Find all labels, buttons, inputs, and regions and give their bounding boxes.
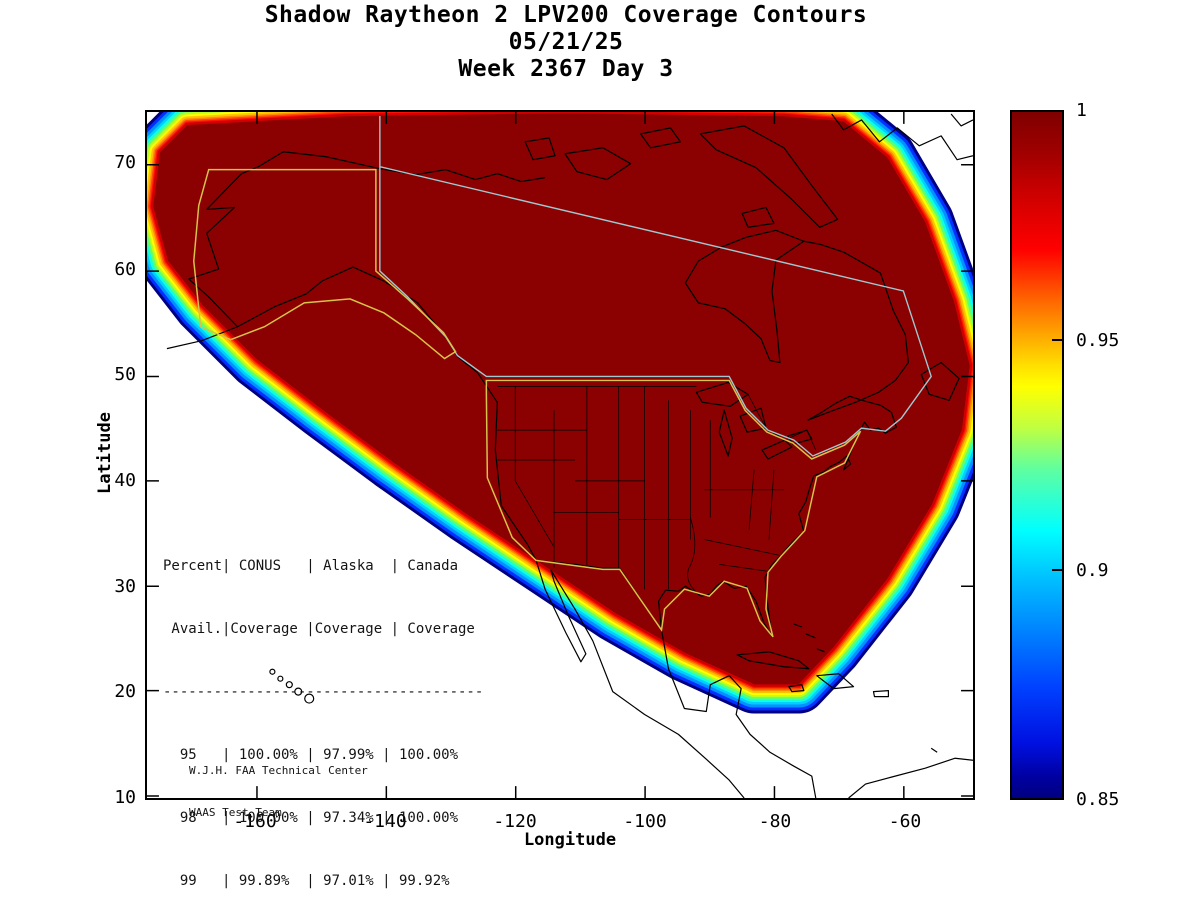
axis-ticks xyxy=(147,112,973,798)
coverage-map xyxy=(147,112,973,798)
x-tick--140: -140 xyxy=(363,811,407,832)
y-tick-10: 10 xyxy=(114,787,136,808)
credit-line: WAAS Test Team xyxy=(189,806,282,819)
hawaii-islands xyxy=(269,668,315,704)
y-tick-60: 60 xyxy=(114,259,136,280)
colorbar-tick-0.9: 0.9 xyxy=(1076,560,1109,581)
colorbar xyxy=(1010,110,1064,800)
x-tick--120: -120 xyxy=(493,811,537,832)
x-axis-label: Longitude xyxy=(523,830,617,850)
table-header-row: Percent| CONUS | Alaska | Canada xyxy=(163,558,459,574)
state-borders-layer xyxy=(497,386,817,597)
service-volume-conus-outline xyxy=(485,379,862,638)
colorbar-tick-0.95: 0.95 xyxy=(1076,330,1120,351)
colorbar-tick-1: 1 xyxy=(1076,100,1087,121)
figure-title: Shadow Raytheon 2 LPV200 Coverage Contou… xyxy=(264,2,868,28)
table-row: 98 | 100.00% | 97.34% | 100.00% xyxy=(163,810,459,826)
x-tick--160: -160 xyxy=(233,811,277,832)
y-tick-30: 30 xyxy=(114,576,136,597)
figure-week-day: Week 2367 Day 3 xyxy=(458,56,674,82)
table-separator: -------------------------------------- xyxy=(163,684,484,700)
colorbar-tick-0.85: 0.85 xyxy=(1076,789,1120,810)
y-tick-40: 40 xyxy=(114,470,136,491)
colorbar-tick-mark xyxy=(1052,569,1062,571)
y-axis-label: Latitude xyxy=(95,412,115,494)
table-row: 99 | 99.89% | 97.01% | 99.92% xyxy=(163,873,450,889)
y-tick-70: 70 xyxy=(114,152,136,173)
x-tick--80: -80 xyxy=(758,811,792,832)
credit-line: W.J.H. FAA Technical Center xyxy=(189,764,368,777)
y-tick-50: 50 xyxy=(114,364,136,385)
credit-text: W.J.H. FAA Technical Center WAAS Test Te… xyxy=(189,736,368,848)
map-plot-area: Percent| CONUS | Alaska | Canada Avail.|… xyxy=(145,110,975,889)
x-tick--60: -60 xyxy=(888,811,922,832)
figure-date: 05/21/25 xyxy=(508,29,624,55)
service-volume-alaska-outline xyxy=(193,168,457,360)
title-block: Shadow Raytheon 2 LPV200 Coverage Contou… xyxy=(0,2,1132,83)
x-tick--100: -100 xyxy=(623,811,667,832)
table-row: 95 | 100.00% | 97.99% | 100.00% xyxy=(163,747,459,763)
table-header-row: Avail.|Coverage |Coverage | Coverage xyxy=(163,621,475,637)
y-tick-20: 20 xyxy=(114,681,136,702)
colorbar-tick-mark xyxy=(1052,339,1062,341)
availability-table: Percent| CONUS | Alaska | Canada Avail.|… xyxy=(163,514,483,900)
